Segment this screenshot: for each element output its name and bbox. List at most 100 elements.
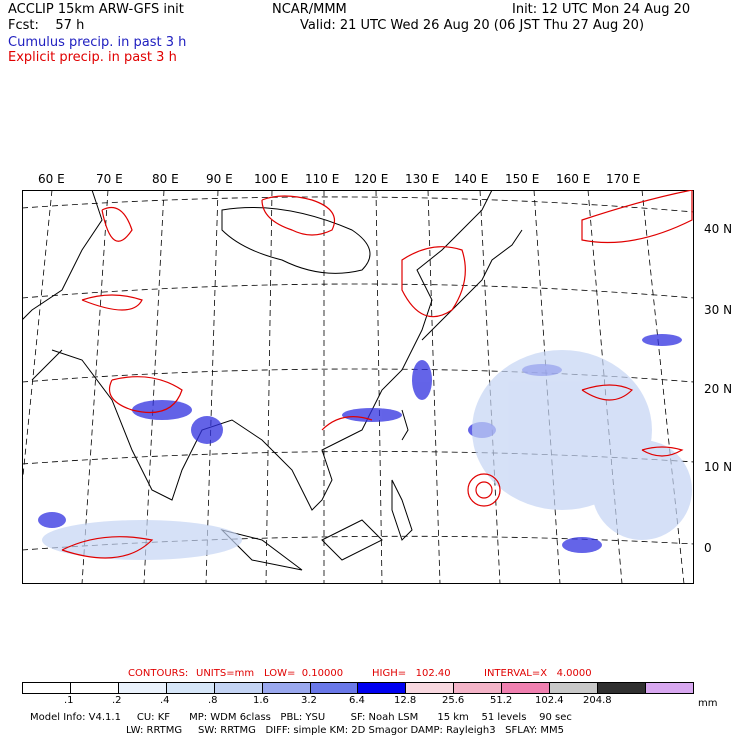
contours-interval: INTERVAL=X 4.0000 xyxy=(484,668,592,679)
cumulus-patch-equator xyxy=(562,537,602,553)
lat-label-0: 0 xyxy=(704,541,712,555)
lon-label-140e: 140 E xyxy=(454,172,489,186)
lon-label-60e: 60 E xyxy=(38,172,65,186)
lon-line-130e xyxy=(427,190,441,584)
coast-arabia xyxy=(31,349,63,381)
precip-map xyxy=(22,190,694,584)
model-info-line1: Model Info: V4.1.1 CU: KF MP: WDM 6class… xyxy=(30,712,572,723)
explicit-contour-northwest-pacific xyxy=(581,190,693,244)
legend-swatch xyxy=(502,683,551,693)
explicit-contour-pakistan xyxy=(81,294,143,311)
model-title: ACCLIP 15km ARW-GFS init xyxy=(8,2,184,17)
legend-tick-label: .8 xyxy=(208,695,218,706)
explicit-contour-central-asia xyxy=(101,206,133,242)
lon-label-110e: 110 E xyxy=(305,172,340,186)
lon-label-100e: 100 E xyxy=(254,172,289,186)
legend-swatch xyxy=(550,683,599,693)
legend-tick-label: 204.8 xyxy=(583,695,612,706)
legend-swatch xyxy=(118,683,167,693)
lat-label-20n: 20 N xyxy=(704,382,733,396)
cumulus-patch-myanmar xyxy=(191,416,223,444)
light-precip xyxy=(42,350,692,560)
explicit-label: Explicit precip. in past 3 h xyxy=(8,50,177,65)
lat-label-30n: 30 N xyxy=(704,303,733,317)
lon-label-160e: 160 E xyxy=(556,172,591,186)
lon-label-70e: 70 E xyxy=(96,172,123,186)
legend-tick-label: 12.8 xyxy=(394,695,417,706)
legend-swatch xyxy=(310,683,359,693)
explicit-contour-typhoon-outer xyxy=(467,473,501,507)
legend-swatch xyxy=(262,683,311,693)
legend-swatch xyxy=(454,683,503,693)
lon-label-90e: 90 E xyxy=(206,172,233,186)
coast-borneo xyxy=(321,519,383,561)
explicit-precip xyxy=(61,190,693,559)
light-precip-indian-ocean xyxy=(42,520,242,560)
border-mongolia xyxy=(221,207,371,274)
legend-swatch xyxy=(598,683,646,693)
cumulus-patch-indian-ocean xyxy=(38,512,66,528)
lat-line-10n xyxy=(22,451,694,465)
lon-line-160e xyxy=(587,190,623,584)
lat-line-40n xyxy=(22,196,694,213)
coast-india xyxy=(51,349,273,501)
lon-label-170e: 170 E xyxy=(606,172,641,186)
legend-tick-label: 6.4 xyxy=(349,695,365,706)
lon-label-80e: 80 E xyxy=(152,172,179,186)
lon-line-150e xyxy=(533,190,561,584)
legend-swatch xyxy=(406,683,455,693)
contours-high: HIGH= 102.40 xyxy=(372,668,451,679)
lat-label-10n: 10 N xyxy=(704,460,733,474)
cumulus-patch-pacific xyxy=(642,334,682,346)
legend-swatch xyxy=(70,683,119,693)
explicit-contour-india xyxy=(108,376,183,414)
lon-label-130e: 130 E xyxy=(405,172,440,186)
cumulus-patch-east-china xyxy=(412,360,432,400)
cumulus-label: Cumulus precip. in past 3 h xyxy=(8,35,187,50)
coastlines xyxy=(22,190,523,571)
explicit-contour-south-china xyxy=(321,416,373,431)
legend-tick-label: .2 xyxy=(112,695,122,706)
explicit-contour-mongolia xyxy=(261,195,336,236)
lon-line-90e xyxy=(205,190,219,584)
coast-taiwan xyxy=(401,409,409,441)
legend-tick-label: .1 xyxy=(64,695,74,706)
center-label: NCAR/MMM xyxy=(272,2,347,17)
legend-swatch xyxy=(358,683,407,693)
legend-swatch xyxy=(166,683,215,693)
legend-tick-label: 102.4 xyxy=(535,695,564,706)
explicit-contour-ocean-20n xyxy=(581,384,634,401)
explicit-contour-typhoon-inner xyxy=(475,481,493,499)
legend-tick-label: 1.6 xyxy=(253,695,269,706)
legend-tick-label: 51.2 xyxy=(490,695,513,706)
cumulus-patch-bay-bengal xyxy=(132,400,192,420)
explicit-contour-ocean-10n xyxy=(641,446,684,457)
lon-line-140e xyxy=(479,190,501,584)
forecast-hour: Fcst: 57 h xyxy=(8,18,85,33)
legend-swatch xyxy=(645,683,693,693)
lat-line-30n xyxy=(22,283,694,299)
legend-swatch xyxy=(23,683,71,693)
init-time: Init: 12 UTC Mon 24 Aug 20 xyxy=(512,2,691,17)
lon-line-80e xyxy=(143,190,165,584)
border-central-asia xyxy=(22,190,103,321)
contours-label: CONTOURS: xyxy=(128,668,189,679)
legend-swatch xyxy=(214,683,263,693)
lat-label-40n: 40 N xyxy=(704,222,733,236)
lon-label-150e: 150 E xyxy=(505,172,540,186)
coast-sumatra xyxy=(220,529,303,571)
legend-tick-label: .4 xyxy=(160,695,170,706)
lat-line-20n xyxy=(22,368,694,383)
cumulus-patch-south-china xyxy=(342,408,402,422)
model-info-line2: LW: RRTMG SW: RRTMG DIFF: simple KM: 2D … xyxy=(126,725,565,736)
light-precip-east-pacific xyxy=(592,440,692,540)
coast-japan xyxy=(421,229,523,341)
legend-tick-label: 25.6 xyxy=(442,695,465,706)
explicit-contour-sumatra xyxy=(61,536,154,559)
lon-line-120e xyxy=(375,190,383,584)
lon-label-120e: 120 E xyxy=(354,172,389,186)
legend-tick-label: 3.2 xyxy=(301,695,317,706)
contours-units: UNITS=mm xyxy=(196,668,255,679)
contours-low: LOW= 0.10000 xyxy=(264,668,344,679)
legend-color-bar xyxy=(22,682,694,694)
